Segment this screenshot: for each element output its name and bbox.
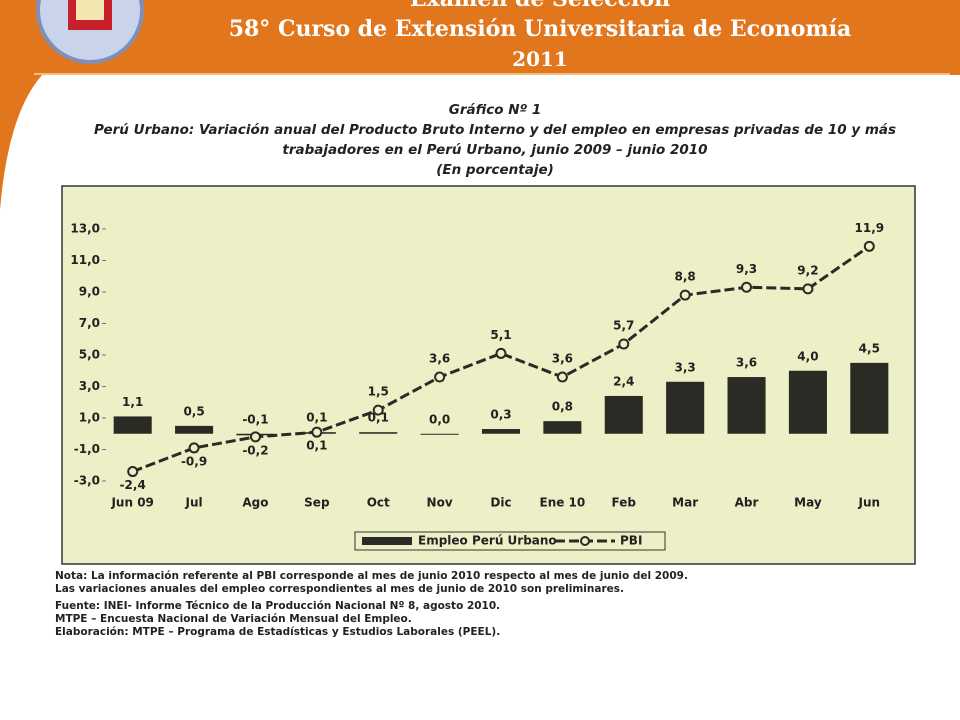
line-value-label: 3,6 bbox=[429, 352, 450, 366]
line-value-label: 1,5 bbox=[368, 385, 389, 399]
line-value-label: 3,6 bbox=[552, 352, 573, 366]
x-tick-label: Oct bbox=[367, 496, 390, 510]
x-tick-label: Dic bbox=[490, 496, 511, 510]
line-value-label: 0,1 bbox=[306, 439, 327, 453]
line-point bbox=[679, 289, 691, 301]
note: Nota: La información referente al PBI co… bbox=[55, 570, 688, 582]
note: Elaboración: MTPE – Programa de Estadíst… bbox=[55, 626, 501, 638]
header-rule bbox=[34, 73, 950, 75]
bar-value-label: 4,5 bbox=[859, 341, 880, 355]
legend-label: Empleo Perú Urbano bbox=[418, 534, 557, 548]
x-tick-label: Ene 10 bbox=[540, 496, 586, 510]
chart-frame bbox=[61, 185, 916, 565]
line-point bbox=[249, 431, 261, 443]
x-tick-label: Sep bbox=[304, 496, 330, 510]
y-tick-label: 11,0 bbox=[70, 253, 100, 267]
line-value-label: 5,1 bbox=[490, 328, 511, 342]
bar-value-label: 0,1 bbox=[306, 411, 327, 425]
note: Las variaciones anuales del empleo corre… bbox=[55, 583, 624, 595]
bar bbox=[604, 395, 643, 434]
line-value-label: -2,4 bbox=[120, 478, 146, 492]
line-point bbox=[127, 466, 139, 478]
line-value-label: 9,3 bbox=[736, 262, 757, 276]
y-tick-label: -1,0 bbox=[74, 442, 100, 456]
header-curve bbox=[0, 60, 60, 210]
bar-value-label: 0,3 bbox=[490, 408, 511, 422]
bar bbox=[175, 425, 214, 434]
header-subtitle: Examen de Selección bbox=[0, 0, 960, 12]
line-value-label: 11,9 bbox=[855, 221, 885, 235]
header-band: Examen de Selección 58° Curso de Extensi… bbox=[0, 0, 960, 75]
line-value-label: 9,2 bbox=[797, 263, 818, 277]
bar bbox=[420, 433, 459, 435]
x-tick-label: May bbox=[794, 496, 822, 510]
bar-value-label: 0,1 bbox=[368, 411, 389, 425]
bar bbox=[788, 370, 827, 434]
line-point bbox=[741, 281, 753, 293]
header-year: 2011 bbox=[512, 47, 568, 71]
y-tick-label: 9,0 bbox=[79, 285, 100, 299]
y-tick-label: -3,0 bbox=[74, 474, 100, 488]
bar bbox=[543, 421, 582, 434]
x-tick-label: Jul bbox=[185, 496, 203, 510]
bar bbox=[113, 416, 152, 434]
x-tick-label: Jun 09 bbox=[110, 496, 153, 510]
x-tick-label: Abr bbox=[735, 496, 759, 510]
bar-value-label: 0,8 bbox=[552, 400, 573, 414]
line-point bbox=[434, 371, 446, 383]
y-tick-label: 5,0 bbox=[79, 348, 100, 362]
bar-value-label: -0,1 bbox=[242, 412, 268, 426]
y-tick-label: 3,0 bbox=[79, 379, 100, 393]
bar bbox=[359, 432, 398, 434]
chart-subtitle: Perú Urbano: Variación anual del Product… bbox=[93, 122, 897, 158]
notes: Nota: La información referente al PBI co… bbox=[55, 570, 935, 639]
line-value-label: 8,8 bbox=[675, 270, 696, 284]
line-point bbox=[188, 442, 200, 454]
note: MTPE – Encuesta Nacional de Variación Me… bbox=[55, 613, 412, 625]
line-point bbox=[618, 338, 630, 350]
x-tick-label: Nov bbox=[427, 496, 453, 510]
line-point bbox=[372, 404, 384, 416]
y-tick-label: 13,0 bbox=[70, 222, 100, 236]
line-point bbox=[863, 240, 875, 252]
line-value-label: -0,2 bbox=[242, 443, 268, 457]
line-value-label: 5,7 bbox=[613, 318, 634, 332]
line-point bbox=[802, 283, 814, 295]
bar bbox=[850, 362, 889, 434]
bar bbox=[727, 377, 766, 434]
y-tick-label: 1,0 bbox=[79, 411, 100, 425]
bar-value-label: 4,0 bbox=[797, 349, 818, 363]
line-point bbox=[495, 347, 507, 359]
bar-value-label: 0,5 bbox=[183, 404, 204, 418]
bar-value-label: 2,4 bbox=[613, 374, 634, 388]
note: Fuente: INEI- Informe Técnico de la Prod… bbox=[55, 600, 501, 612]
legend-label: PBI bbox=[620, 534, 642, 548]
chart-heading: Gráfico Nº 1 Perú Urbano: Variación anua… bbox=[60, 100, 930, 180]
bar-value-label: 1,1 bbox=[122, 395, 143, 409]
legend-swatch bbox=[362, 537, 412, 545]
chart-title: Gráfico Nº 1 bbox=[448, 102, 542, 118]
y-tick-label: 7,0 bbox=[79, 316, 100, 330]
bar-value-label: 3,6 bbox=[736, 356, 757, 370]
legend-box bbox=[354, 531, 666, 551]
bar-value-label: 3,3 bbox=[675, 360, 696, 374]
line-point bbox=[311, 426, 323, 438]
legend-swatch bbox=[580, 536, 590, 546]
header-title: 58° Curso de Extensión Universitaria de … bbox=[228, 16, 852, 42]
chart-unit: (En porcentaje) bbox=[436, 162, 554, 178]
bar bbox=[481, 429, 521, 434]
bar-value-label: 0,0 bbox=[429, 412, 450, 426]
line-value-label: -0,9 bbox=[181, 454, 207, 468]
x-tick-label: Mar bbox=[672, 496, 698, 510]
x-tick-label: Jun bbox=[858, 496, 881, 510]
logo bbox=[36, 0, 144, 64]
x-tick-label: Feb bbox=[612, 496, 637, 510]
line-point bbox=[556, 371, 568, 383]
x-tick-label: Ago bbox=[242, 496, 268, 510]
bar bbox=[666, 381, 705, 434]
